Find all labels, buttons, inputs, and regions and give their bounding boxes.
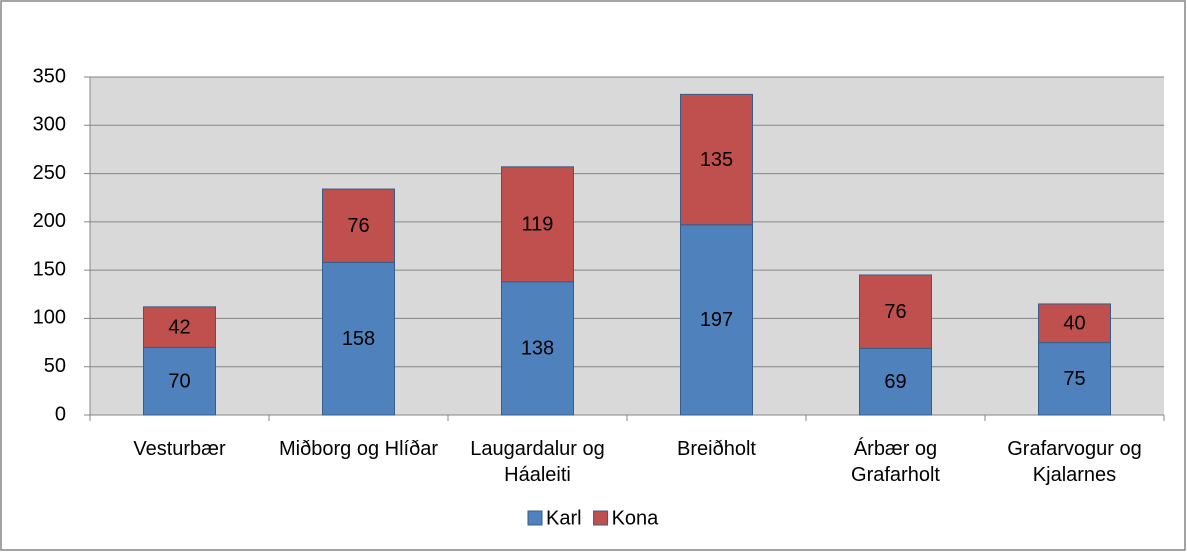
data-label: 158 [342, 328, 375, 350]
data-label: 70 [168, 370, 190, 392]
y-tick-label: 50 [44, 355, 66, 377]
x-tick-label: Vesturbær [133, 438, 226, 460]
y-tick-label: 350 [33, 65, 66, 87]
bar-segment [322, 188, 395, 263]
bar-segment [859, 347, 932, 416]
bar-segment [143, 306, 216, 348]
data-label: 42 [168, 316, 190, 338]
y-tick-label: 100 [33, 307, 66, 329]
data-label: 75 [1063, 368, 1085, 390]
x-tick-label: Miðborg og Hlíðar [279, 438, 438, 460]
y-tick-label: 0 [55, 403, 66, 425]
bar-segment [501, 166, 574, 283]
y-tick-label: 250 [33, 162, 66, 184]
data-label: 40 [1063, 313, 1085, 335]
legend-swatch [593, 510, 609, 526]
legend-label: Kona [612, 507, 660, 529]
data-label: 119 [522, 214, 554, 236]
data-label: 135 [700, 149, 733, 171]
x-tick-label: Laugardalur og Háaleiti [470, 438, 605, 486]
y-tick-label: 200 [33, 210, 66, 232]
legend-label: Karl [546, 507, 582, 529]
y-tick-label: 300 [33, 114, 66, 136]
data-label: 197 [700, 309, 733, 331]
data-label: 138 [521, 338, 554, 360]
data-label: 76 [347, 215, 369, 237]
bar-segment [1038, 303, 1111, 344]
data-label: 76 [884, 301, 906, 323]
data-label: 69 [884, 371, 906, 393]
y-tick-label: 150 [33, 258, 66, 280]
bar-segment [680, 224, 753, 416]
x-tick-label: Árbær og Grafarholt [851, 438, 940, 486]
plot-area [90, 77, 1164, 415]
bar-segment [859, 274, 932, 349]
bar-segment [680, 93, 753, 226]
x-tick-label: Breiðholt [677, 438, 756, 460]
x-tick-label: Grafarvogur og Kjalarnes [1007, 438, 1142, 486]
bar-segment [143, 346, 216, 416]
bar-segment [322, 261, 395, 416]
legend-swatch [527, 510, 543, 526]
bar-segment [1038, 342, 1111, 416]
